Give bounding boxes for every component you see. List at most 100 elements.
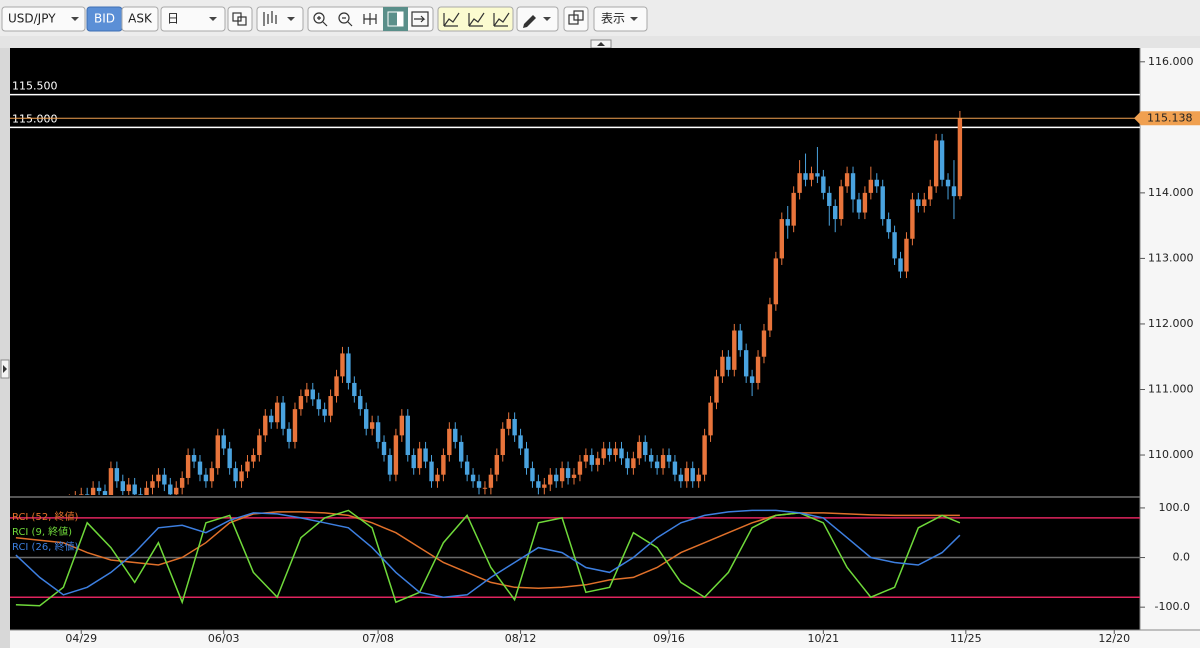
candle-body (328, 396, 333, 416)
candle-body (589, 455, 595, 465)
candle-body (916, 199, 921, 206)
candle-body (833, 205, 838, 220)
candle-body (114, 468, 120, 482)
legend-entry: RCI (26, 終値) (12, 540, 79, 553)
candle-body (524, 448, 529, 469)
candle-body (773, 258, 779, 305)
candle-body (809, 173, 814, 180)
candle-body (880, 186, 885, 220)
candle-body (708, 402, 713, 436)
candle-body (702, 435, 707, 475)
candle-body (856, 199, 862, 213)
candle-body (696, 474, 701, 482)
candle-body (144, 487, 149, 495)
y-tick-label: 100.0 (1159, 501, 1191, 514)
candle-body (464, 461, 470, 475)
candle-body (179, 477, 185, 488)
candle-body (417, 448, 422, 469)
candle-body (530, 468, 535, 482)
symbol-select[interactable]: USD/JPY (1, 6, 86, 32)
horizontal-line-label: 115.000 (12, 112, 58, 125)
chart-type-select[interactable] (256, 6, 304, 32)
candle-body (227, 448, 232, 469)
window-button[interactable] (563, 6, 589, 32)
candle-body (779, 219, 784, 259)
y-tick-label: 0.0 (1173, 551, 1191, 564)
candle-body (393, 435, 399, 475)
candle-body (411, 455, 416, 469)
candle-body (488, 474, 494, 488)
rci-line (15, 511, 960, 590)
candle-body (292, 409, 298, 442)
candle-body (126, 484, 131, 492)
candle-body (102, 491, 108, 495)
bid-button[interactable]: BID (86, 6, 123, 32)
candle-body (203, 474, 209, 482)
candle-body (726, 356, 731, 370)
display-select[interactable]: 表示 (593, 6, 648, 32)
candle-body (215, 435, 220, 469)
candle-body (447, 428, 452, 456)
candle-body (892, 232, 897, 259)
ask-button[interactable]: ASK (121, 6, 159, 32)
candle-body (577, 461, 583, 475)
candle-body (245, 461, 250, 472)
candle-body (274, 402, 280, 423)
candle-body (553, 474, 559, 482)
x-tick-label: 09/16 (653, 632, 685, 645)
candle-body (257, 435, 262, 456)
candle-body (239, 471, 244, 482)
candle-body (933, 140, 939, 187)
candle-body (304, 389, 310, 397)
last-price-tag (1134, 111, 1200, 126)
period-select[interactable]: 日 (160, 6, 226, 32)
collapse-handle[interactable] (590, 39, 612, 49)
candle-body (387, 455, 393, 475)
candle-body (720, 356, 725, 377)
display-label: 表示 (601, 12, 625, 26)
candle-body (494, 455, 500, 475)
x-tick-label: 04/29 (65, 632, 97, 645)
side-handle[interactable] (0, 359, 10, 379)
compare-button[interactable] (227, 6, 253, 32)
x-tick-label: 06/03 (208, 632, 240, 645)
candle-body (286, 428, 292, 442)
candle-body (233, 468, 238, 482)
legend-entry: RCI (52, 終値) (12, 510, 79, 523)
candle-body (886, 219, 891, 233)
legend-entry: RCI (9, 終値) (12, 525, 72, 538)
candle-body (251, 455, 256, 462)
candle-body (536, 481, 541, 488)
candle-body (738, 330, 743, 351)
candle-body (844, 173, 850, 187)
candle-body (197, 461, 203, 475)
candle-body (607, 448, 612, 456)
candle-body (898, 258, 903, 272)
candle-body (518, 435, 523, 449)
candle-body (542, 484, 547, 488)
candle-body (138, 494, 143, 495)
candle-body (120, 481, 125, 492)
pen-select[interactable] (516, 6, 559, 32)
candle-body (500, 428, 505, 456)
plot-background (10, 48, 1140, 630)
candle-body (945, 179, 951, 187)
candle-body (660, 455, 666, 469)
x-tick-label: 08/12 (505, 632, 537, 645)
candle-body (459, 441, 464, 462)
candle-body (862, 192, 868, 213)
left-strip (0, 48, 10, 648)
candle-body (269, 415, 274, 423)
candle-body (429, 461, 434, 482)
candle-body (559, 468, 565, 482)
candle-body (827, 192, 832, 206)
zoom-tools[interactable] (307, 6, 434, 32)
candle-body (619, 448, 624, 459)
drawing-tools[interactable] (437, 6, 514, 32)
x-tick-label: 12/20 (1098, 632, 1130, 645)
candle-body (185, 455, 191, 478)
candle-body (666, 455, 672, 462)
candle-body (743, 350, 749, 377)
